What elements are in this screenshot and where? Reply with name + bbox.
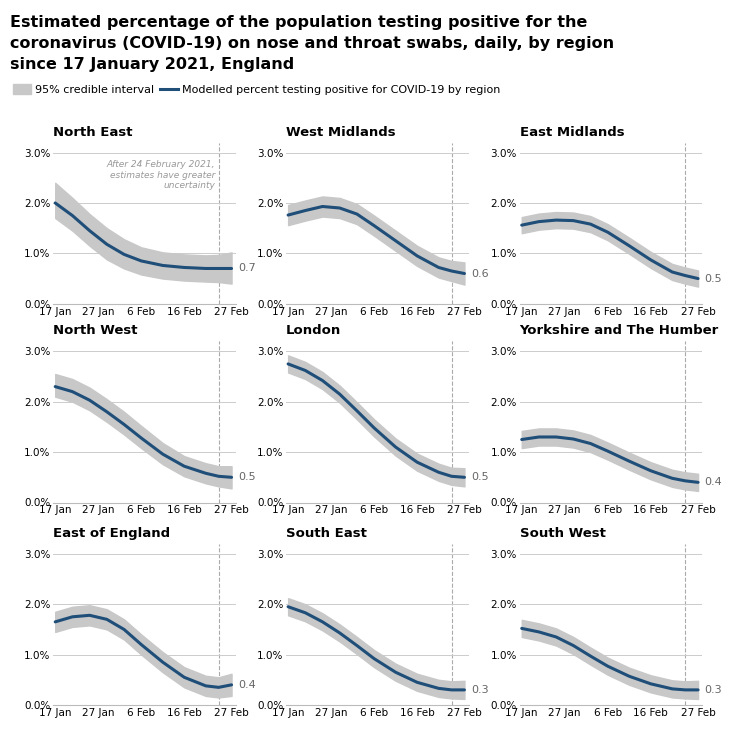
Text: 0.6: 0.6 (471, 268, 489, 278)
Text: After 24 February 2021,
estimates have greater
uncertainty: After 24 February 2021, estimates have g… (107, 160, 215, 190)
Text: East of England: East of England (53, 526, 170, 540)
Text: Yorkshire and The Humber: Yorkshire and The Humber (520, 324, 719, 338)
Text: 0.3: 0.3 (705, 685, 722, 695)
Text: West Midlands: West Midlands (286, 125, 396, 139)
Text: 0.4: 0.4 (705, 477, 722, 488)
Text: 0.4: 0.4 (238, 680, 256, 690)
Text: South West: South West (520, 526, 606, 540)
Text: 0.5: 0.5 (471, 472, 489, 482)
Text: Estimated percentage of the population testing positive for the: Estimated percentage of the population t… (10, 15, 587, 30)
Text: 0.3: 0.3 (471, 685, 489, 695)
Text: North East: North East (53, 125, 133, 139)
Text: 0.7: 0.7 (238, 263, 256, 274)
Text: South East: South East (286, 526, 367, 540)
Text: 0.5: 0.5 (238, 472, 256, 482)
Text: coronavirus (COVID-19) on nose and throat swabs, daily, by region: coronavirus (COVID-19) on nose and throa… (10, 36, 614, 51)
Text: East Midlands: East Midlands (520, 125, 624, 139)
Text: 0.5: 0.5 (705, 274, 722, 284)
Text: since 17 January 2021, England: since 17 January 2021, England (10, 57, 294, 72)
Text: North West: North West (53, 324, 138, 338)
Text: London: London (286, 324, 341, 338)
Legend: 95% credible interval, Modelled percent testing positive for COVID-19 by region: 95% credible interval, Modelled percent … (13, 84, 500, 94)
